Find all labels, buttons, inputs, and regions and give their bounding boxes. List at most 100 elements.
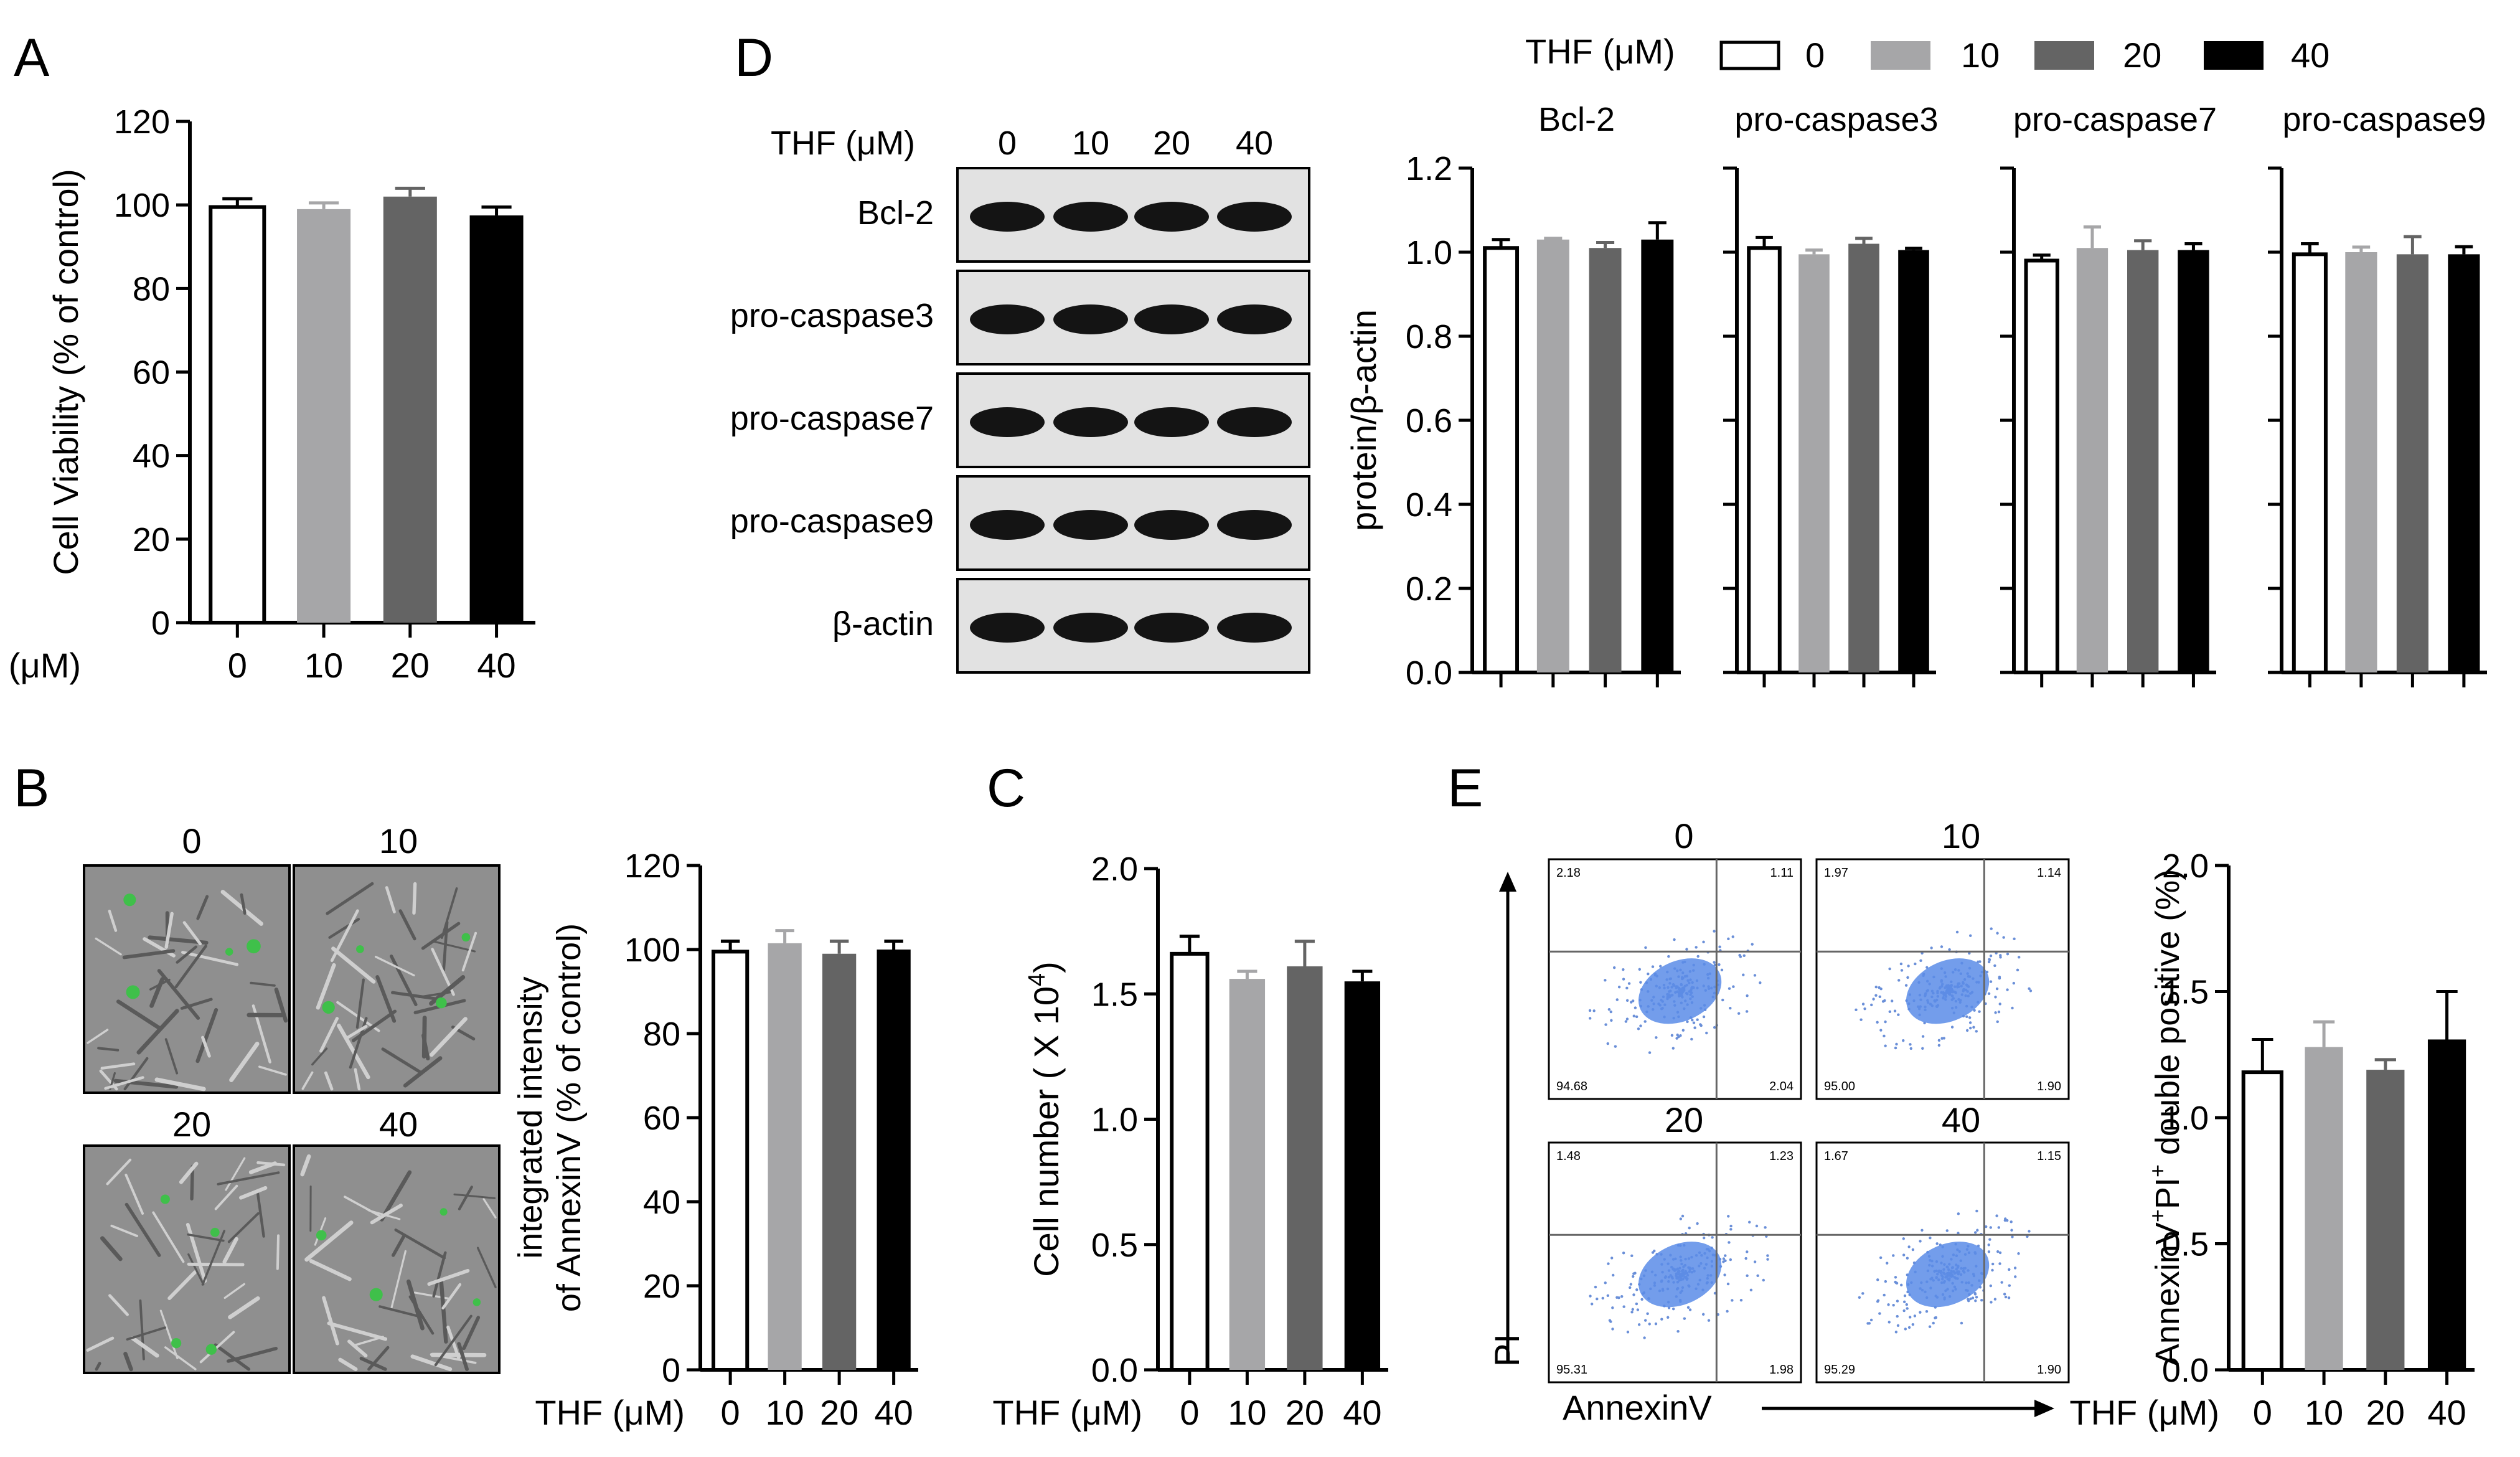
- cell-streak: [126, 1326, 166, 1341]
- bar-20: [1589, 248, 1622, 672]
- bar-0: [712, 950, 750, 1372]
- flow-event: [1718, 945, 1721, 948]
- flow-event: [2011, 1006, 2014, 1010]
- flow-event: [1679, 1217, 1683, 1220]
- cell-streak: [149, 978, 171, 991]
- flow-event: [1624, 1020, 1628, 1023]
- flow-event: [1888, 1010, 1892, 1013]
- flow-event: [1897, 979, 1901, 982]
- flow-event: [1696, 1222, 1699, 1225]
- flow-event: [1629, 1283, 1633, 1286]
- panel-letter-a: A: [14, 28, 50, 88]
- flow-event: [1968, 1021, 1972, 1024]
- cell-streak: [434, 1314, 472, 1367]
- cell-streak: [108, 1294, 129, 1316]
- flow-event: [1766, 1258, 1769, 1261]
- flow-event: [2008, 1284, 2011, 1287]
- flow-event: [1629, 1286, 1632, 1290]
- flow-event: [1874, 994, 1878, 997]
- panel-letter-b: B: [14, 758, 49, 818]
- cell-streak: [391, 991, 439, 1001]
- flow-event: [1969, 1297, 1972, 1301]
- flow-event: [1945, 1229, 1949, 1232]
- cell-streak: [301, 1071, 314, 1090]
- western-blot: THF (μM) 0 10 20 40 Bcl-2 pro-caspase3 pro…: [730, 125, 1310, 674]
- cell-streak: [457, 1342, 469, 1372]
- flow-event: [1914, 962, 1917, 966]
- flow-event: [2014, 1275, 2017, 1278]
- cell-streak: [239, 1186, 268, 1200]
- flow-plot-20: 1.48 1.23 95.31 1.98: [1548, 1141, 1802, 1384]
- flow-event: [1625, 986, 1629, 990]
- cell-streak: [125, 1202, 161, 1257]
- blot-band: [1134, 304, 1209, 334]
- flow-event: [1731, 935, 1734, 938]
- flow-event: [1711, 1236, 1714, 1239]
- chart-d-bcl-2: 0.0 0.2 0.4 0.6 0.8 1.0 1.2 Bcl-2 protein/β-acti…: [1344, 101, 1681, 692]
- flow-event: [1929, 1236, 1932, 1240]
- cell-streak: [174, 945, 207, 989]
- bar-20: [1848, 243, 1879, 672]
- flow-event: [1868, 1322, 1871, 1325]
- cell-streak: [154, 1077, 206, 1092]
- flow-event: [1855, 1008, 1858, 1011]
- quadrant-lr: 2.04: [1769, 1080, 1794, 1093]
- flow-event: [1911, 1323, 1915, 1326]
- bar-10: [297, 209, 351, 623]
- flow-event: [1726, 1309, 1729, 1313]
- annexin-spot: [436, 997, 447, 1009]
- flow-grid: 0 10 20 40 2.18 1.11 94.68 2.04 1.97 1.14 95.0…: [1487, 816, 2070, 1427]
- flow-event: [1861, 1002, 1865, 1006]
- cell-streak: [345, 1025, 368, 1040]
- flow-event: [1884, 1280, 1888, 1283]
- flow-event: [1749, 1288, 1753, 1291]
- annexin-spot: [210, 1227, 220, 1237]
- flow-event: [1995, 987, 1999, 991]
- flow-event: [1879, 1256, 1883, 1260]
- flow-event: [1648, 1323, 1651, 1326]
- y-tick-label: 0.0: [2162, 1352, 2209, 1389]
- flow-event: [1859, 1018, 1863, 1021]
- flow-event: [1989, 954, 1993, 958]
- cell-streak: [250, 981, 276, 987]
- flow-event: [1626, 1331, 1630, 1334]
- cell-streak: [476, 1247, 497, 1288]
- blot-band: [1053, 510, 1128, 540]
- blot-row-label: pro-caspase7: [730, 400, 934, 437]
- cell-streak: [164, 1038, 179, 1075]
- flow-event: [1997, 1226, 2001, 1229]
- quadrant-ur: 1.14: [2037, 866, 2061, 880]
- y-axis-label: protein/β-actin: [1344, 309, 1383, 531]
- flow-event: [1989, 1226, 1992, 1229]
- flow-event: [1906, 1307, 1909, 1310]
- bar-20: [2366, 1070, 2405, 1370]
- flow-event: [1971, 1296, 1975, 1299]
- cell-streak: [300, 1154, 311, 1177]
- flow-event: [1897, 1013, 1900, 1016]
- flow-event: [1609, 1010, 1612, 1014]
- x-tick-label: 0: [721, 1393, 740, 1432]
- flow-event: [1728, 1241, 1731, 1244]
- flow-event: [1690, 1037, 1693, 1041]
- blot-band: [1134, 510, 1209, 540]
- y-tick-label: 0.0: [1406, 654, 1452, 692]
- y-tick-label: 0.6: [1406, 402, 1452, 440]
- flow-event: [1894, 1280, 1897, 1284]
- cell-streak: [176, 945, 197, 964]
- flow-event: [1895, 1042, 1898, 1046]
- flow-event: [1896, 1314, 1899, 1318]
- y-tick-label: 2.0: [2162, 847, 2209, 885]
- flow-event: [1987, 960, 1991, 964]
- flow-event: [1902, 1300, 1906, 1304]
- x-tick-label: 20: [391, 646, 430, 685]
- flow-event: [2011, 1235, 2014, 1238]
- flow-event: [1999, 954, 2002, 957]
- flow-event: [1888, 1321, 1891, 1324]
- cell-streak: [458, 1186, 473, 1210]
- flow-event: [1746, 1250, 1749, 1253]
- legend-item-0: 0: [1805, 35, 1825, 75]
- bar-0: [2024, 258, 2059, 674]
- flow-event: [1739, 955, 1742, 958]
- flow-event: [1671, 1047, 1675, 1050]
- flow-event: [1896, 1324, 1900, 1327]
